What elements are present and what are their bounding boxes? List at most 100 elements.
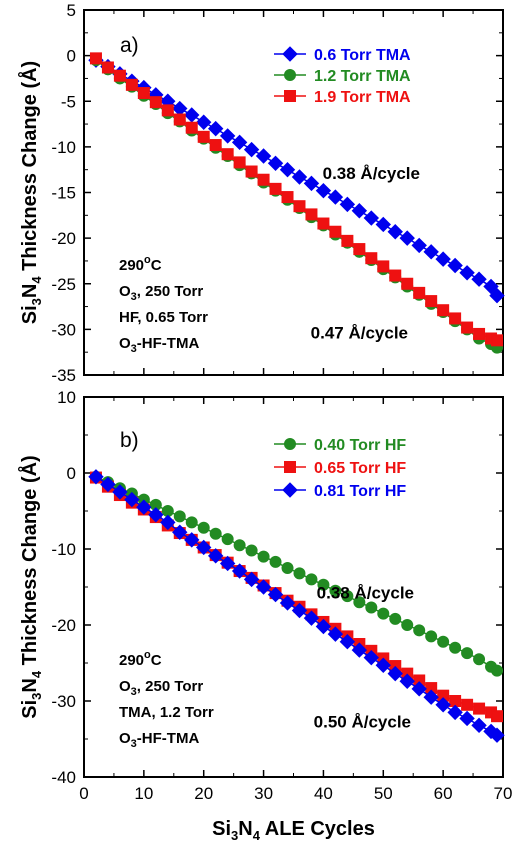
data-point [149, 96, 162, 109]
series-0 [89, 470, 504, 677]
data-point [257, 550, 270, 563]
slope-annotation: 0.38 Å/cycle [317, 583, 414, 602]
data-point [387, 224, 403, 240]
data-point [291, 602, 308, 619]
subscript: 3 [131, 343, 137, 355]
data-point [269, 182, 282, 195]
data-point [483, 278, 499, 295]
data-point [231, 134, 248, 151]
subscript: 3 [29, 298, 44, 305]
data-point [88, 469, 104, 485]
legend-marker [284, 90, 296, 102]
data-point [447, 257, 463, 274]
text-part: 290 [119, 652, 144, 669]
legend: 0.40 Torr HF 0.65 Torr HF 0.81 Torr HF [274, 437, 406, 500]
data-point [101, 61, 114, 74]
legend-marker [284, 438, 296, 450]
data-point [423, 244, 439, 260]
x-tick-label: 70 [494, 784, 513, 803]
data-point [279, 595, 296, 611]
y-axis-label: Si3N4 Thickness Change (Å) [17, 455, 44, 718]
slope-annotation: 0.50 Å/cycle [314, 713, 411, 732]
data-point [279, 161, 296, 178]
superscript: o [144, 254, 151, 266]
data-point [293, 200, 306, 213]
data-point [489, 727, 505, 743]
text-part: Si [19, 305, 41, 324]
series-2 [88, 469, 505, 743]
data-point [425, 630, 438, 643]
data-point [185, 121, 198, 134]
data-point [267, 586, 284, 603]
y-tick-label: 0 [67, 47, 76, 66]
data-point [219, 555, 236, 572]
data-point [401, 277, 414, 290]
data-point [243, 571, 260, 588]
y-axis-label: Si3N4 Thickness Change (Å) [17, 61, 44, 324]
text-part: O [119, 678, 131, 695]
data-point [305, 573, 318, 586]
data-point [148, 507, 164, 523]
legend-entry: 0.6 Torr TMA [314, 47, 411, 64]
data-point [89, 52, 102, 65]
data-point [137, 87, 150, 100]
data-point [184, 107, 200, 123]
data-point [124, 491, 140, 508]
data-point [375, 216, 391, 233]
data-point [255, 148, 272, 164]
data-point [399, 230, 415, 246]
subscript: 3 [131, 738, 137, 750]
x-tick-label: 0 [79, 784, 88, 803]
text-part: O [119, 730, 131, 747]
text-part: HF, 0.65 Torr [119, 309, 208, 326]
data-point [389, 269, 402, 282]
text-part: -HF-TMA [137, 730, 200, 747]
condition-line: O3, 250 Torr [119, 283, 203, 303]
y-tick-label: -15 [51, 184, 76, 203]
subscript: 3 [131, 686, 137, 698]
data-point [173, 510, 186, 523]
slope-annotation: 0.47 Å/cycle [311, 324, 408, 343]
y-tick-label: -30 [51, 692, 76, 711]
condition-line: O3-HF-TMA [119, 730, 199, 750]
y-tick-label: 10 [57, 388, 76, 407]
data-point [489, 287, 505, 304]
text-part: Si [19, 700, 41, 719]
data-point [231, 563, 248, 579]
text-part: Thickness Change (Å) [17, 61, 41, 277]
y-tick-label: -30 [51, 320, 76, 339]
data-point [329, 225, 342, 238]
data-point [269, 555, 282, 568]
text-part: C [151, 257, 162, 274]
condition-line: HF, 0.65 Torr [119, 309, 208, 326]
data-point [221, 533, 234, 546]
data-point [161, 104, 174, 117]
data-point [437, 635, 450, 648]
text-part: N [238, 818, 252, 840]
legend-marker [284, 461, 296, 473]
text-part: , 250 Torr [137, 678, 204, 695]
data-point [459, 710, 475, 727]
data-point [257, 173, 270, 186]
data-point [411, 681, 427, 697]
data-point [447, 704, 463, 721]
y-tick-label: -40 [51, 768, 76, 787]
data-point [112, 484, 128, 500]
data-point [317, 217, 330, 230]
data-point [461, 647, 474, 660]
data-point [197, 130, 210, 143]
data-point [435, 697, 451, 713]
text-part: , 250 Torr [137, 283, 204, 300]
data-point [375, 657, 391, 673]
data-point [196, 539, 212, 556]
data-point [184, 532, 200, 548]
slope-annotation: 0.38 Å/cycle [323, 164, 420, 183]
data-point [413, 624, 426, 637]
legend-entry: 0.65 Torr HF [314, 460, 406, 477]
data-point [365, 601, 378, 614]
data-point [243, 141, 260, 158]
text-part: N [19, 284, 41, 298]
data-point [435, 251, 451, 267]
